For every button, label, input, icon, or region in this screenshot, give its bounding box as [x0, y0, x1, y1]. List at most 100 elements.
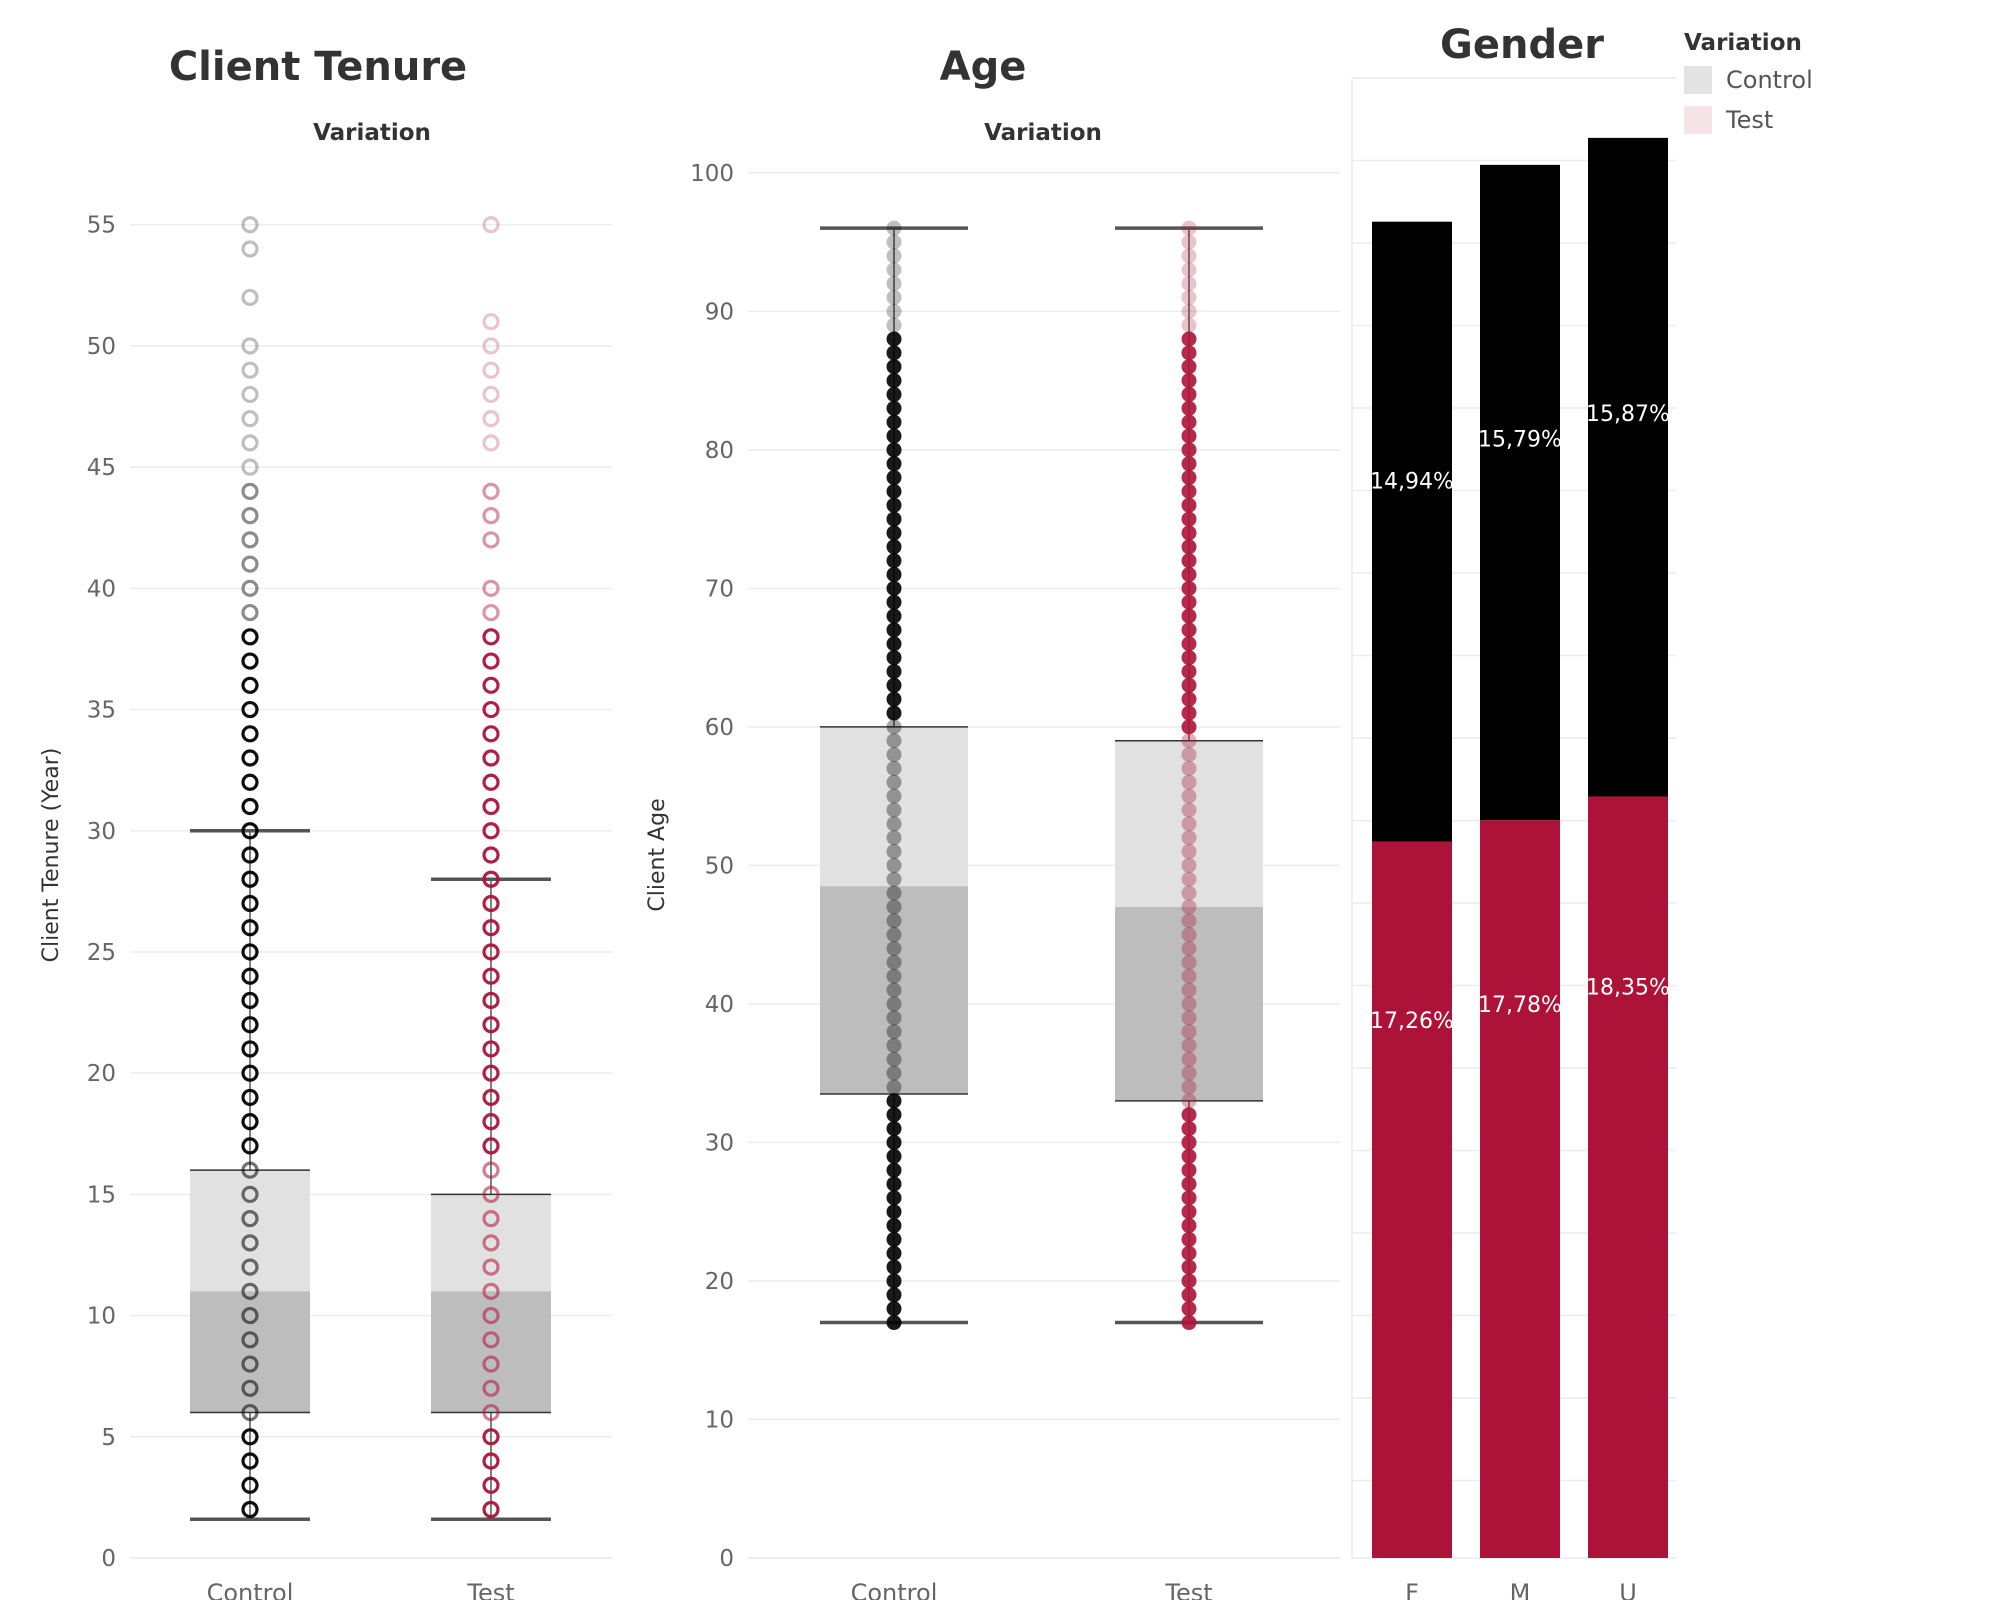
data-point	[1181, 747, 1197, 763]
data-point	[886, 1259, 902, 1275]
y-tick-label: 10	[705, 1407, 734, 1433]
data-point	[886, 373, 902, 389]
data-point	[1181, 456, 1197, 472]
data-point	[482, 919, 500, 937]
data-point	[1181, 1218, 1197, 1234]
data-point	[241, 991, 259, 1010]
data-point	[886, 885, 902, 901]
data-point	[1181, 885, 1197, 901]
data-point	[886, 1121, 902, 1137]
legend-item-control[interactable]: Control	[1684, 64, 1984, 96]
box-upper-quartile	[1115, 740, 1263, 907]
bar-segment-test	[1372, 841, 1452, 1558]
data-point	[886, 871, 902, 887]
data-point	[482, 531, 500, 549]
data-point	[886, 1148, 902, 1164]
data-point	[1181, 1051, 1197, 1067]
box-lower-quartile	[820, 886, 968, 1094]
data-point	[1181, 442, 1197, 458]
data-point	[482, 579, 500, 597]
x-tick-label: U	[1619, 1579, 1637, 1600]
data-point	[1181, 954, 1197, 970]
data-point	[1181, 497, 1197, 513]
data-point	[1181, 345, 1197, 361]
x-tick-label: F	[1405, 1579, 1419, 1600]
data-point	[241, 1500, 259, 1519]
data-point	[886, 636, 902, 652]
data-point	[241, 507, 259, 525]
data-point	[1181, 331, 1197, 347]
data-point	[241, 1185, 259, 1203]
data-point	[1181, 871, 1197, 887]
data-point	[886, 996, 902, 1012]
data-point	[1181, 1190, 1197, 1206]
data-point	[886, 483, 902, 499]
data-point	[1181, 691, 1197, 707]
data-point	[482, 603, 500, 622]
data-point	[1181, 774, 1197, 790]
data-point	[241, 1403, 259, 1422]
legend-label-test: Test	[1726, 106, 1774, 134]
data-point	[482, 1113, 500, 1131]
data-point	[241, 1016, 259, 1034]
data-point	[1181, 663, 1197, 679]
data-point	[1181, 650, 1197, 666]
box-panel-0: 0 5 10 15 20 25 30 35 40 45 50 55 Client Tenure Varia…	[39, 44, 612, 1604]
y-tick-label: 30	[87, 819, 116, 845]
y-tick-label: 25	[87, 940, 116, 966]
data-point	[886, 331, 902, 347]
box-lower-quartile	[431, 1291, 551, 1413]
legend-swatch-control	[1684, 66, 1712, 94]
data-point	[1181, 1037, 1197, 1053]
data-point	[241, 1234, 259, 1252]
data-point	[886, 1301, 902, 1317]
data-point	[241, 482, 259, 500]
legend-item-test[interactable]: Test	[1684, 104, 1984, 136]
data-point	[886, 1273, 902, 1289]
data-point	[482, 1355, 500, 1373]
box-lower-quartile	[1115, 906, 1263, 1101]
data-point	[241, 1040, 259, 1058]
gender-panel: Gender 17,26% 14,94% F 17,78% 15,79% M 18,35% 15…	[1351, 22, 1676, 1604]
data-point	[241, 1088, 259, 1107]
data-point	[482, 410, 500, 428]
data-point	[1181, 608, 1197, 624]
panel-title: Gender	[1440, 22, 1604, 68]
data-point	[1181, 566, 1197, 582]
data-point	[241, 1258, 259, 1276]
data-point	[1181, 899, 1197, 915]
data-point	[241, 531, 259, 549]
y-tick-label: 35	[87, 698, 116, 724]
data-point	[886, 1162, 902, 1178]
data-point	[1181, 317, 1197, 333]
y-tick-label: 15	[87, 1182, 116, 1208]
box-upper-quartile	[431, 1194, 551, 1292]
y-tick-label: 40	[705, 992, 734, 1018]
data-point	[1181, 1231, 1197, 1247]
data-point	[886, 927, 902, 943]
data-point	[241, 1113, 259, 1131]
data-point	[482, 216, 500, 234]
panel-title: Client Tenure	[169, 44, 467, 90]
data-point	[886, 580, 902, 596]
data-point	[482, 700, 500, 719]
data-point	[482, 628, 500, 646]
data-point	[886, 954, 902, 970]
data-point	[241, 434, 259, 452]
data-point	[886, 705, 902, 721]
data-point	[1181, 539, 1197, 555]
data-point	[241, 579, 259, 597]
data-point	[482, 1234, 500, 1252]
data-point	[482, 507, 500, 525]
data-point	[1181, 1204, 1197, 1220]
data-point	[1181, 1287, 1197, 1303]
data-point	[886, 1245, 902, 1261]
data-point	[886, 359, 902, 375]
data-point	[482, 1088, 500, 1107]
y-tick-label: 70	[705, 576, 734, 602]
data-point	[1181, 636, 1197, 652]
data-point	[1181, 1134, 1197, 1150]
data-point	[482, 337, 500, 355]
legend: Variation Control Test	[1684, 30, 1984, 136]
data-label-test: 18,35%	[1586, 975, 1670, 1000]
